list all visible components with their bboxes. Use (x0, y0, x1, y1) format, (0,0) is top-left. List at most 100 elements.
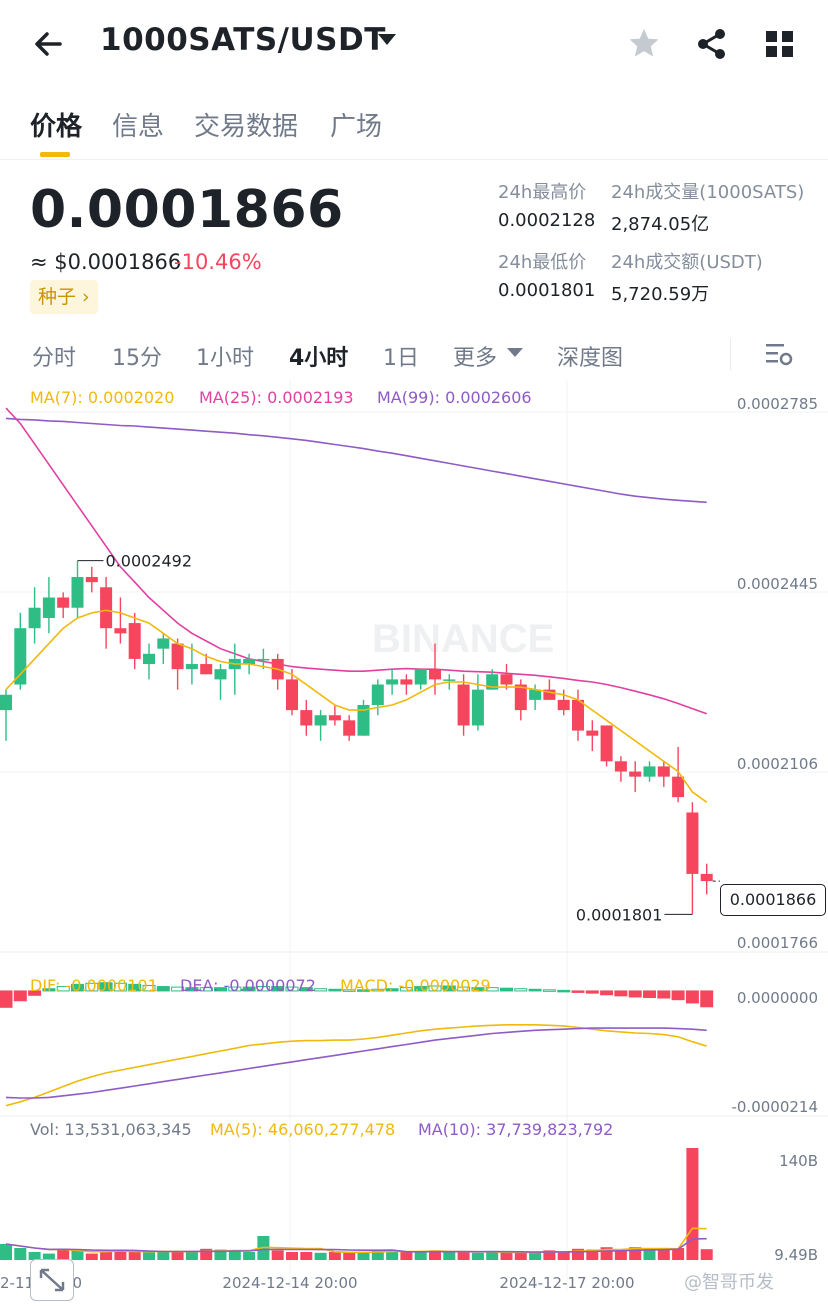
candle (414, 669, 427, 690)
star-favorite-icon[interactable] (624, 24, 664, 64)
interval-line[interactable]: 分时 (32, 346, 77, 371)
vol-quote-label: 24h成交额(USDT) (611, 252, 763, 273)
candle-body (71, 577, 84, 608)
vol-base-value: 2,874.05亿 (611, 214, 710, 235)
candle-body (0, 694, 12, 711)
candle-body (100, 587, 113, 629)
interval-1d[interactable]: 1日 (383, 346, 419, 371)
volume-bar (85, 1253, 98, 1260)
interval-more[interactable]: 更多 (453, 346, 498, 371)
candle-body (572, 699, 584, 731)
candle-body (171, 643, 184, 670)
candle (629, 761, 642, 793)
macd-histogram-bar (457, 986, 471, 992)
volume-bar (686, 1148, 699, 1260)
ma25-legend: MA(25): 0.0002193 (199, 388, 354, 407)
volume-bar (543, 1250, 556, 1260)
interval-4h[interactable]: 4小时 (289, 346, 349, 371)
tab-info[interactable]: 信息 (112, 112, 165, 142)
macd-histogram-bar (500, 987, 513, 992)
macd-histogram-bar (99, 982, 113, 992)
time-axis-label: 2024-12-17 20:00 (499, 1274, 634, 1292)
interval-15m[interactable]: 15分 (112, 346, 162, 371)
volume-bar (386, 1250, 399, 1260)
candle-body (686, 812, 699, 874)
macd-legend: MACD: -0.0000029 (340, 976, 491, 995)
price-axis-tick: 0.0001766 (737, 934, 818, 952)
macd-histogram-bar (314, 988, 328, 992)
volume-bar (314, 1252, 327, 1260)
time-axis-label: 2024-12-14 20:00 (222, 1274, 357, 1292)
volume-bar (228, 1250, 241, 1260)
tab-price[interactable]: 价格 (30, 112, 83, 142)
volume-bar (28, 1252, 41, 1260)
more-caret-icon[interactable] (507, 348, 523, 357)
volume-bar (586, 1249, 599, 1260)
volume-bar (14, 1248, 27, 1260)
macd-histogram-bar (399, 987, 413, 992)
macd-axis-tick: -0.0000214 (731, 1098, 818, 1116)
macd-histogram-bar (42, 988, 56, 992)
volume-bar (114, 1250, 127, 1260)
macd-histogram-bar (485, 987, 499, 992)
candle (429, 643, 441, 695)
macd-histogram-bar (700, 990, 714, 1008)
candle (400, 674, 413, 695)
back-arrow-icon[interactable] (28, 24, 68, 64)
volume-bar (672, 1248, 685, 1260)
volume-bar (71, 1250, 84, 1260)
interval-divider (730, 338, 731, 370)
candle-body (185, 664, 198, 670)
volume-bar (200, 1248, 213, 1260)
depth-chart-tab[interactable]: 深度图 (557, 346, 624, 371)
candle-body (557, 699, 570, 711)
low-marker-label: 0.0001801 (576, 905, 663, 924)
candle-body (257, 658, 270, 661)
candle (500, 664, 513, 690)
candle-body (371, 684, 384, 705)
candle-body (300, 710, 313, 726)
candle-body (386, 679, 399, 685)
volume-axis-tick: 140B (779, 1152, 818, 1170)
macd-histogram-bar (657, 990, 671, 999)
candle-body (514, 684, 527, 711)
macd-histogram-bar (643, 990, 656, 998)
volume-bar (414, 1252, 427, 1260)
interval-1h[interactable]: 1小时 (196, 346, 254, 371)
pair-title[interactable]: 1000SATS/USDT (100, 22, 386, 58)
candle-body (200, 664, 213, 675)
binance-watermark: BINANCE (372, 617, 554, 661)
macd-histogram-bar (357, 989, 370, 992)
candle (686, 802, 699, 915)
vol-base-label: 24h成交量(1000SATS) (611, 182, 805, 203)
candle (386, 669, 399, 695)
tab-trading-data[interactable]: 交易数据 (194, 112, 299, 142)
candle (343, 715, 356, 741)
fullscreen-button[interactable] (30, 1259, 74, 1301)
macd-histogram-bar (471, 987, 485, 992)
kline-chart[interactable]: BINANCE 0.0002492 0.0001801 0.0002785 0.00… (0, 380, 828, 1306)
candle-body (157, 638, 170, 649)
candle-body (28, 607, 41, 629)
price-axis-tick: 0.0002106 (737, 755, 818, 773)
candle-body (629, 771, 642, 777)
candle (185, 643, 198, 685)
volume-bar (500, 1252, 513, 1260)
ma7-line (5, 609, 708, 803)
candle (600, 725, 613, 767)
share-icon[interactable] (692, 24, 732, 64)
chart-settings-icon[interactable] (762, 338, 794, 370)
low-label: 24h最低价 (498, 252, 587, 273)
macd-histogram-bar (685, 990, 699, 1004)
price-axis-tick: 0.0002785 (737, 395, 818, 413)
candle (657, 761, 670, 787)
tab-square[interactable]: 广场 (330, 112, 383, 142)
pair-dropdown-caret-icon[interactable] (378, 34, 396, 45)
candle (85, 566, 98, 593)
macd-histogram-bar (242, 986, 256, 992)
grid-menu-icon[interactable] (760, 24, 800, 64)
volume-bar (185, 1252, 198, 1260)
dea-legend: DEA: -0.0000072 (180, 976, 316, 995)
volume-bar (157, 1252, 170, 1260)
seed-tag[interactable]: 种子 › (30, 280, 98, 314)
